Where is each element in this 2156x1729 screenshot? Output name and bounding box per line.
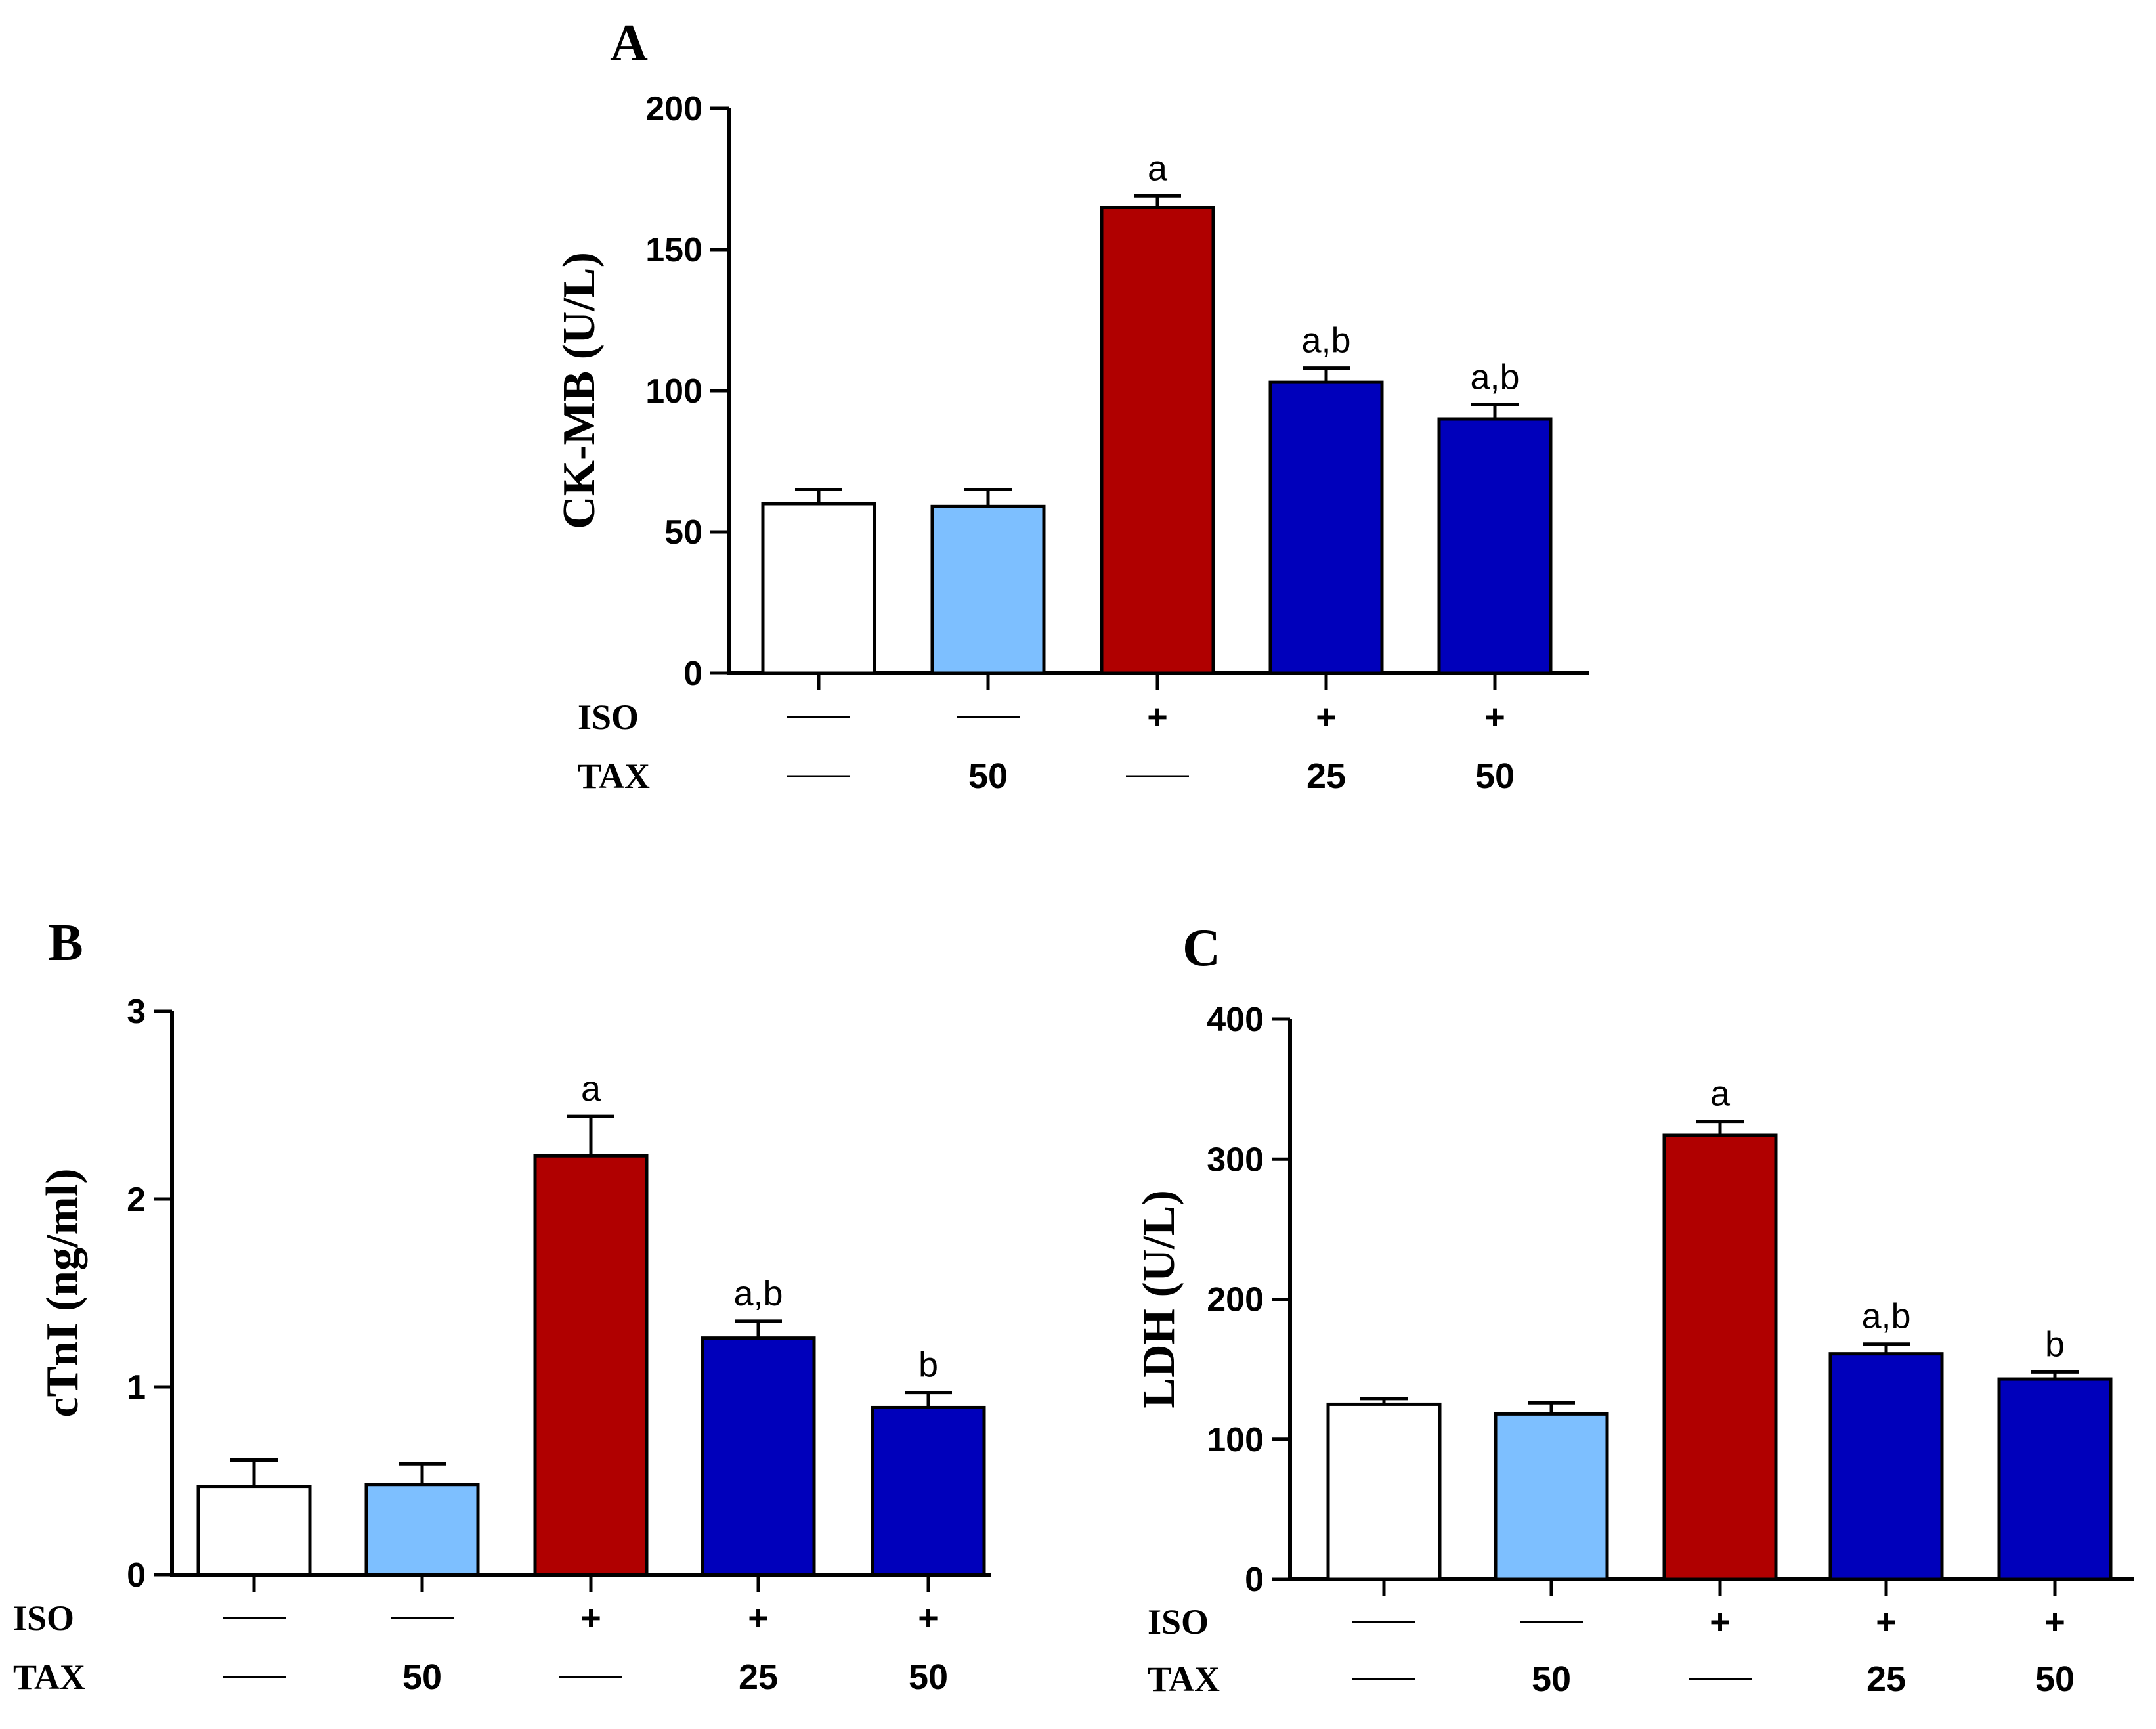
bar bbox=[364, 1483, 480, 1577]
panel-c: C LDH (U/L) 0 100 200 300 400 50 a + a,b +25 b +50 ISO… bbox=[1134, 919, 2134, 1699]
significance-label: a,b bbox=[1470, 358, 1519, 397]
bar bbox=[533, 1154, 649, 1577]
tax-value: 50 bbox=[909, 1657, 948, 1697]
iso-value: + bbox=[918, 1598, 939, 1638]
y-tick-label: 200 bbox=[1207, 1281, 1264, 1319]
bar bbox=[761, 502, 876, 675]
iso-value: + bbox=[1484, 697, 1505, 737]
significance-label: a bbox=[1710, 1074, 1731, 1114]
y-tick-label: 50 bbox=[664, 514, 702, 552]
iso-value: + bbox=[1316, 697, 1337, 737]
tax-value: 50 bbox=[1475, 756, 1515, 796]
iso-row-label: ISO bbox=[13, 1598, 74, 1638]
y-axis-label: CK-MB (U/L) bbox=[554, 252, 605, 529]
y-tick-label: 0 bbox=[1245, 1561, 1264, 1599]
bar bbox=[1828, 1352, 1944, 1581]
bar bbox=[1100, 206, 1215, 675]
tax-row-label: TAX bbox=[1148, 1659, 1220, 1699]
tax-row-label: TAX bbox=[13, 1657, 85, 1697]
y-tick-label: 300 bbox=[1207, 1141, 1264, 1179]
iso-value: + bbox=[1147, 697, 1168, 737]
y-tick-label: 3 bbox=[127, 993, 146, 1031]
tax-value: 25 bbox=[739, 1657, 778, 1697]
tax-value: 50 bbox=[1532, 1659, 1571, 1699]
iso-row-label: ISO bbox=[1148, 1602, 1209, 1642]
bar bbox=[196, 1485, 312, 1577]
iso-value: + bbox=[1710, 1602, 1731, 1642]
tax-value: 25 bbox=[1306, 756, 1346, 796]
panel-letter: C bbox=[1182, 919, 1220, 977]
iso-value: + bbox=[1876, 1602, 1897, 1642]
bar bbox=[1326, 1402, 1442, 1581]
iso-value: + bbox=[2044, 1602, 2065, 1642]
panel-letter: A bbox=[610, 14, 648, 72]
tax-value: 50 bbox=[402, 1657, 442, 1697]
y-tick-label: 2 bbox=[127, 1181, 146, 1219]
iso-value: + bbox=[748, 1598, 769, 1638]
y-tick-label: 0 bbox=[127, 1556, 146, 1594]
significance-label: a,b bbox=[1301, 321, 1350, 361]
bar bbox=[1997, 1377, 2113, 1581]
y-tick-label: 100 bbox=[1207, 1421, 1264, 1459]
significance-label: a,b bbox=[1861, 1297, 1910, 1336]
y-axis-label: cTnI (ng/ml) bbox=[37, 1168, 88, 1417]
bar bbox=[871, 1405, 986, 1577]
bar bbox=[1494, 1412, 1609, 1581]
tax-value: 25 bbox=[1866, 1659, 1906, 1699]
bar bbox=[1268, 380, 1384, 675]
y-tick-label: 200 bbox=[645, 90, 702, 128]
bar bbox=[1437, 417, 1553, 675]
y-tick-label: 100 bbox=[645, 372, 702, 410]
significance-label: a bbox=[1148, 148, 1168, 188]
y-axis-label: LDH (U/L) bbox=[1134, 1190, 1184, 1409]
bar bbox=[1662, 1133, 1778, 1581]
iso-value: + bbox=[580, 1598, 601, 1638]
significance-label: b bbox=[2045, 1324, 2065, 1364]
tax-row-label: TAX bbox=[578, 756, 650, 796]
tax-value: 50 bbox=[2035, 1659, 2075, 1699]
significance-label: a bbox=[581, 1069, 601, 1108]
bar bbox=[701, 1336, 816, 1577]
panel-letter: B bbox=[48, 914, 83, 972]
y-tick-label: 1 bbox=[127, 1368, 146, 1407]
y-tick-label: 0 bbox=[683, 655, 702, 693]
panel-a: A CK-MB (U/L) 0 50 100 150 200 50 a + a,b +25 a,b +50… bbox=[554, 14, 1589, 796]
significance-label: b bbox=[918, 1346, 938, 1385]
y-tick-label: 400 bbox=[1207, 1001, 1264, 1039]
bar bbox=[930, 504, 1046, 675]
significance-label: a,b bbox=[733, 1274, 783, 1313]
y-tick-label: 150 bbox=[645, 231, 702, 269]
iso-row-label: ISO bbox=[578, 697, 639, 737]
tax-value: 50 bbox=[968, 756, 1008, 796]
